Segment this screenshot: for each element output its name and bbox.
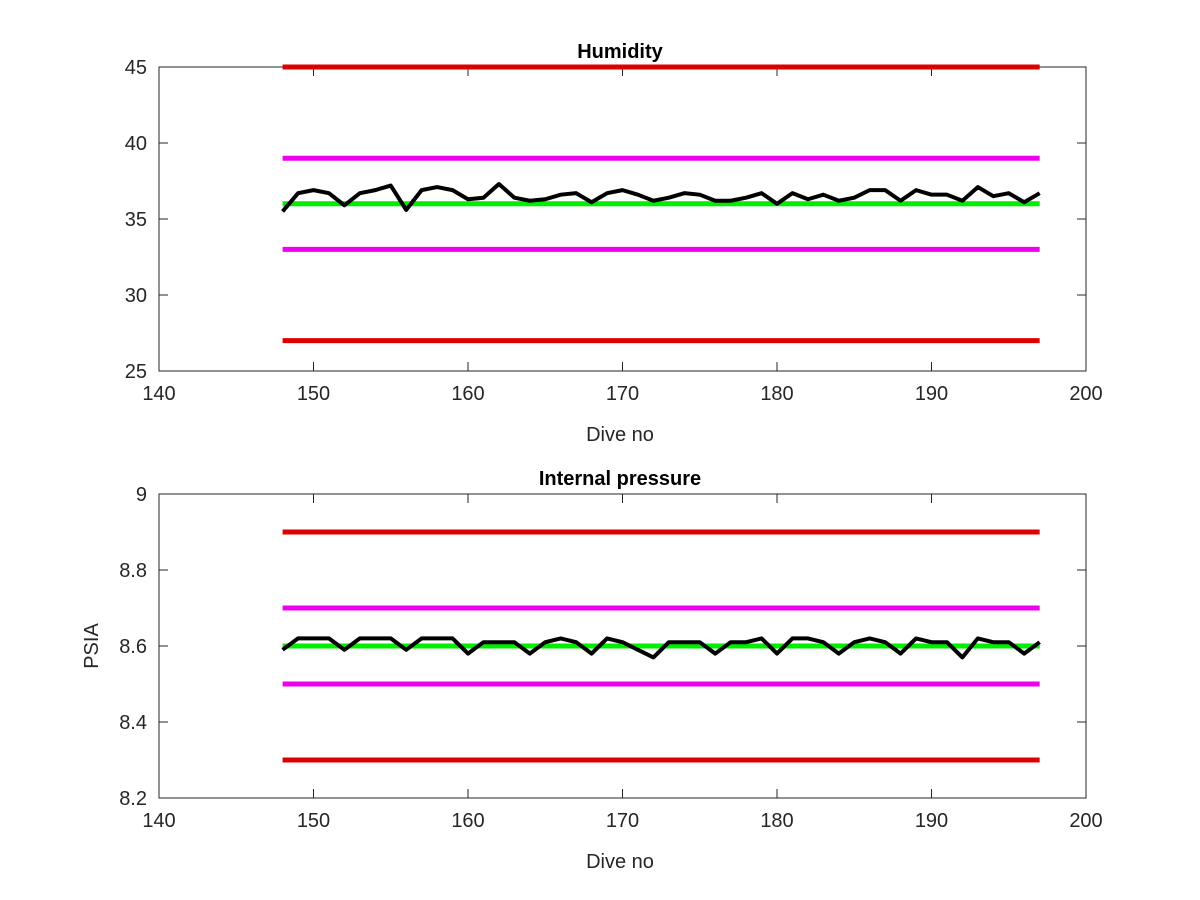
pressure-y-axis-label: PSIA bbox=[81, 623, 103, 669]
humidity-series-group bbox=[281, 64, 1041, 344]
pressure-x-tick-label: 170 bbox=[606, 810, 639, 832]
humidity-y-tick-label: 40 bbox=[125, 133, 147, 155]
humidity-title: Humidity bbox=[577, 41, 663, 63]
pressure-x-tick-label: 140 bbox=[142, 810, 175, 832]
humidity-x-tick-label: 180 bbox=[760, 383, 793, 405]
pressure-x-tick-label: 150 bbox=[297, 810, 330, 832]
humidity-x-tick-label: 140 bbox=[142, 383, 175, 405]
pressure-y-tick-label: 8.4 bbox=[119, 712, 147, 734]
humidity-y-tick-label: 30 bbox=[125, 285, 147, 307]
humidity-y-tick-label: 35 bbox=[125, 209, 147, 231]
pressure-x-tick-label: 190 bbox=[915, 810, 948, 832]
humidity-axes-box bbox=[158, 66, 1087, 372]
pressure-y-tick-label: 8.2 bbox=[119, 788, 147, 810]
pressure-measurement-line bbox=[281, 636, 1041, 660]
pressure-ticks: 140 150 160 170 180 190 200 8.2 8.4 8.6 8.8 9 bbox=[119, 484, 1103, 832]
pressure-subplot: 140 150 160 170 180 190 200 8.2 8.4 8.6 8.8 9 Inter… bbox=[81, 468, 1103, 873]
humidity-measurement-line bbox=[281, 182, 1041, 213]
humidity-subplot: 140 150 160 170 180 190 200 25 30 35 40 45 Humidity… bbox=[125, 41, 1103, 446]
humidity-x-tick-label: 190 bbox=[915, 383, 948, 405]
pressure-y-tick-label: 8.8 bbox=[119, 560, 147, 582]
humidity-x-tick-label: 150 bbox=[297, 383, 330, 405]
humidity-y-tick-label: 25 bbox=[125, 361, 147, 383]
pressure-title: Internal pressure bbox=[539, 468, 701, 490]
humidity-x-tick-label: 200 bbox=[1069, 383, 1102, 405]
pressure-x-tick-label: 160 bbox=[451, 810, 484, 832]
pressure-x-tick-label: 200 bbox=[1069, 810, 1102, 832]
humidity-ticks: 140 150 160 170 180 190 200 25 30 35 40 45 bbox=[125, 57, 1103, 405]
pressure-y-tick-label: 8.6 bbox=[119, 636, 147, 658]
pressure-series-group bbox=[281, 529, 1041, 763]
pressure-x-axis-label: Dive no bbox=[586, 851, 654, 873]
humidity-x-axis-label: Dive no bbox=[586, 424, 654, 446]
pressure-y-tick-label: 9 bbox=[136, 484, 147, 506]
humidity-x-tick-label: 170 bbox=[606, 383, 639, 405]
pressure-x-tick-label: 180 bbox=[760, 810, 793, 832]
humidity-y-tick-label: 45 bbox=[125, 57, 147, 79]
humidity-x-tick-label: 160 bbox=[451, 383, 484, 405]
